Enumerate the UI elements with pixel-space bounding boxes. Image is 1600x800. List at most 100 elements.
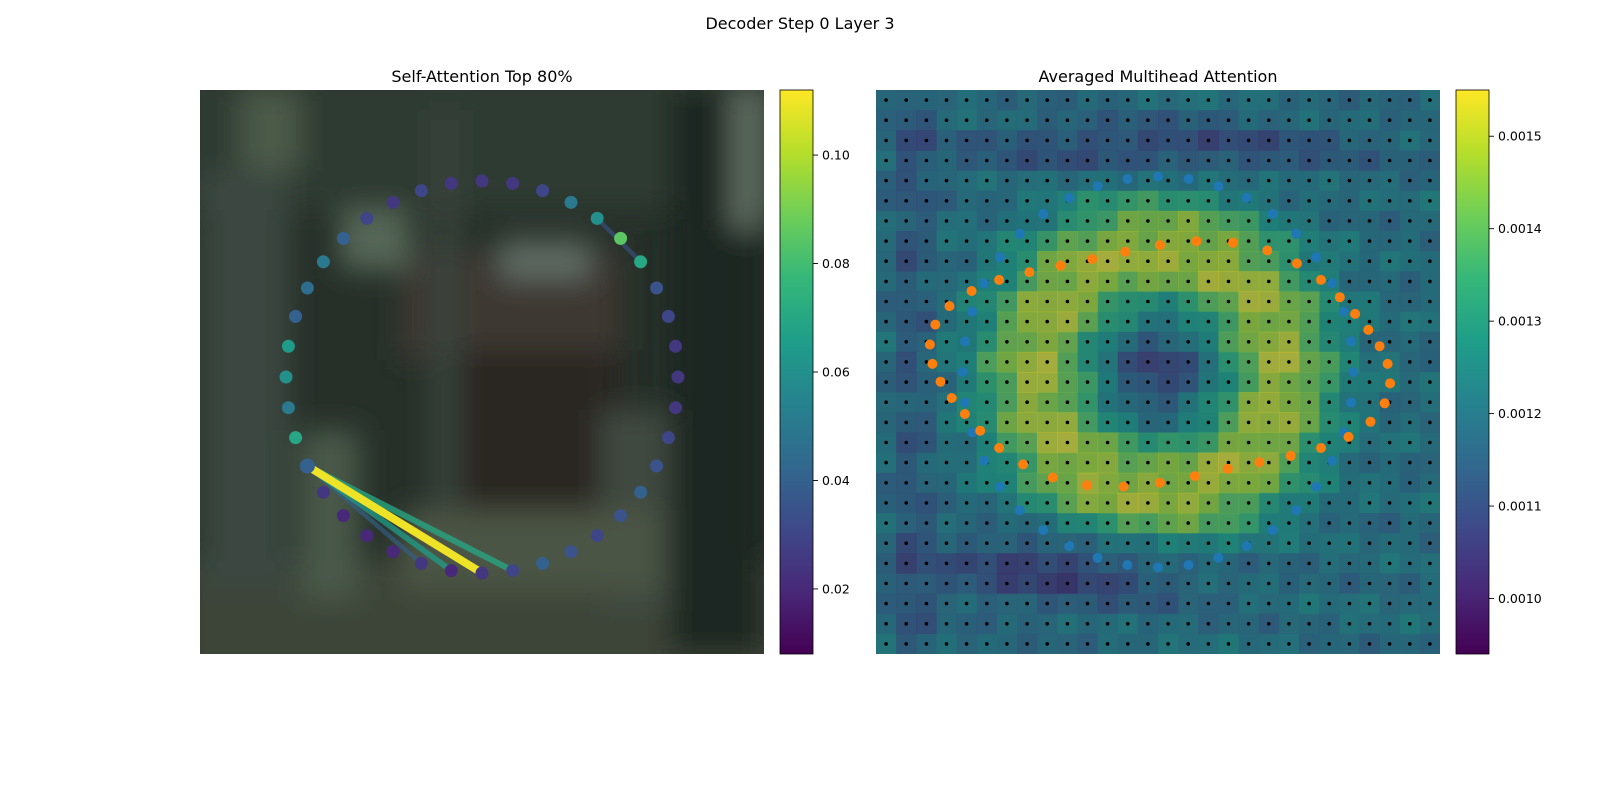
grid-dot xyxy=(1387,622,1392,626)
grid-dot xyxy=(1347,420,1352,425)
grid-dot xyxy=(1327,98,1331,102)
grid-dot xyxy=(1166,259,1170,263)
grid-dot xyxy=(985,440,989,445)
grid-dot xyxy=(985,541,989,545)
grid-dot xyxy=(1166,622,1170,626)
grid-dot xyxy=(1287,501,1291,505)
grid-dot xyxy=(924,360,929,364)
grid-dot xyxy=(1166,420,1170,425)
grid-dot xyxy=(1025,360,1029,364)
blue-point xyxy=(967,427,978,438)
grid-dot xyxy=(1387,239,1392,243)
grid-dot xyxy=(1126,380,1130,384)
grid-dot xyxy=(944,501,949,505)
grid-dot xyxy=(1005,622,1009,626)
grid-dot xyxy=(1045,98,1049,102)
grid-dot xyxy=(1246,561,1251,566)
grid-dot xyxy=(1206,541,1211,545)
grid-dot xyxy=(924,178,929,183)
grid-dot xyxy=(1327,219,1331,223)
grid-dot xyxy=(1105,581,1110,586)
grid-dot xyxy=(1307,360,1311,364)
grid-dot xyxy=(1287,340,1291,344)
grid-dot xyxy=(1186,642,1190,646)
grid-dot xyxy=(1327,541,1331,545)
grid-dot xyxy=(1065,340,1070,344)
grid-dot xyxy=(1408,642,1412,646)
grid-dot xyxy=(904,219,908,223)
grid-dot xyxy=(1186,118,1190,122)
grid-dot xyxy=(944,380,949,384)
grid-dot xyxy=(1065,219,1070,223)
grid-dot xyxy=(1428,601,1432,606)
grid-dot xyxy=(1267,319,1271,324)
grid-dot xyxy=(924,460,929,465)
grid-dot xyxy=(1166,340,1170,344)
grid-dot xyxy=(1105,98,1110,102)
orange-point xyxy=(959,409,970,419)
grid-dot xyxy=(1186,199,1190,203)
grid-dot xyxy=(1065,501,1070,505)
attention-point xyxy=(671,370,685,384)
heatmap-cells xyxy=(876,90,1440,654)
grid-dot xyxy=(1025,622,1029,626)
orange-point xyxy=(946,393,957,403)
grid-dot xyxy=(924,219,929,223)
grid-dot xyxy=(924,98,929,102)
grid-dot xyxy=(1347,380,1352,384)
grid-dot xyxy=(1408,380,1412,384)
grid-dot xyxy=(884,400,888,405)
grid-dot xyxy=(1005,118,1009,122)
grid-dot xyxy=(1226,501,1231,505)
orange-point xyxy=(1155,240,1165,251)
grid-dot xyxy=(1387,138,1392,143)
grid-dot xyxy=(985,259,989,263)
blue-point xyxy=(1014,228,1025,239)
grid-dot xyxy=(1186,158,1190,163)
grid-dot xyxy=(1428,158,1432,163)
grid-dot xyxy=(1267,98,1271,102)
grid-dot xyxy=(884,259,888,263)
grid-dot xyxy=(1408,158,1412,163)
orange-point xyxy=(1316,274,1326,285)
grid-dot xyxy=(944,622,949,626)
blue-point xyxy=(994,481,1005,492)
attention-point xyxy=(300,281,314,295)
grid-dot xyxy=(964,158,969,163)
grid-dot xyxy=(964,481,969,485)
grid-dot xyxy=(1005,138,1009,143)
grid-dot xyxy=(1206,319,1211,324)
orange-point xyxy=(1254,457,1265,468)
left-colorbar-ticks: 0.02 0.04 0.06 0.08 0.10 xyxy=(813,148,850,596)
grid-dot xyxy=(1126,279,1130,284)
grid-dot xyxy=(1307,460,1311,465)
grid-dot xyxy=(1267,561,1271,566)
grid-dot xyxy=(1327,400,1331,405)
grid-dot xyxy=(1347,601,1352,606)
grid-dot xyxy=(1126,521,1130,525)
grid-dot xyxy=(1085,541,1090,545)
grid-dot xyxy=(1367,501,1372,505)
grid-dot xyxy=(1085,340,1090,344)
grid-dot xyxy=(964,622,969,626)
grid-dot xyxy=(1287,319,1291,324)
orange-point xyxy=(1382,358,1393,369)
grid-dot xyxy=(904,98,908,102)
grid-dot xyxy=(924,138,929,143)
grid-dot xyxy=(944,642,949,646)
grid-dot xyxy=(1408,581,1412,586)
orange-point xyxy=(1285,450,1296,461)
grid-dot xyxy=(1226,279,1231,284)
grid-dot xyxy=(1146,420,1150,425)
colorbar-tick-label: 0.04 xyxy=(822,473,850,488)
blue-point xyxy=(960,336,970,347)
orange-point xyxy=(1047,472,1058,483)
grid-dot xyxy=(1307,622,1311,626)
grid-dot xyxy=(1428,360,1432,364)
grid-dot xyxy=(1226,360,1231,364)
grid-dot xyxy=(884,118,888,122)
grid-dot xyxy=(1267,380,1271,384)
orange-point xyxy=(1343,431,1354,442)
attention-point xyxy=(281,401,295,415)
grid-dot xyxy=(1246,440,1251,445)
